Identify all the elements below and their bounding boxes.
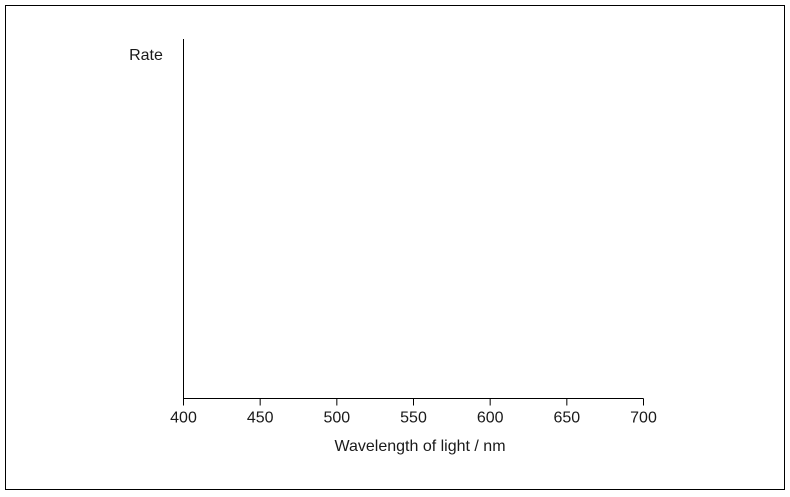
x-tick-label: 600	[477, 410, 504, 427]
figure-frame	[5, 5, 785, 490]
x-tick-label: 650	[553, 410, 580, 427]
x-tick-label: 550	[400, 410, 427, 427]
x-tick-label: 700	[630, 410, 657, 427]
y-axis-label: Rate	[129, 47, 163, 64]
x-tick-label: 400	[170, 410, 197, 427]
x-tick-group: 400 450 500 550 600 650 700	[170, 398, 657, 427]
x-tick-label: 450	[247, 410, 274, 427]
x-axis-label: Wavelength of light / nm	[334, 438, 505, 455]
x-tick-label: 500	[323, 410, 350, 427]
